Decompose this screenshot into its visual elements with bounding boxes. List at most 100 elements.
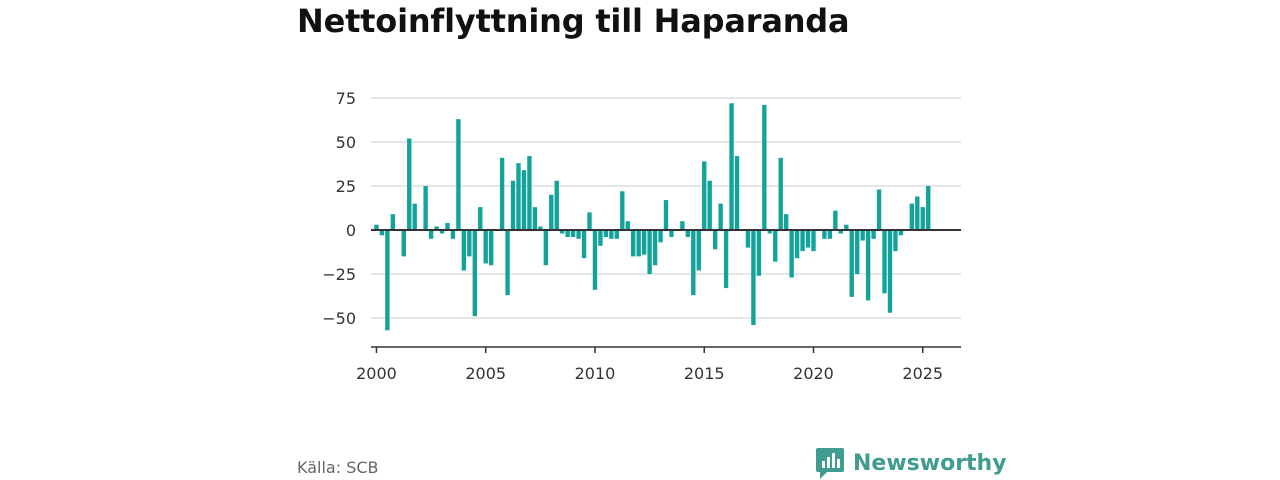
bar: [456, 119, 461, 230]
bar: [412, 203, 417, 230]
bar: [609, 230, 614, 239]
bar: [920, 207, 925, 230]
bar: [461, 230, 467, 271]
bar: [428, 230, 434, 239]
bar: [516, 163, 521, 230]
bar: [718, 203, 723, 230]
x-tick-label: 2010: [575, 364, 616, 383]
bar: [614, 230, 620, 239]
tick-labels: −50 −25 0 25 50 75 2000 2005 2010 2015 2020 2025: [322, 89, 943, 383]
bar: [734, 156, 740, 230]
bar: [805, 230, 811, 248]
x-tick-label: 2025: [902, 364, 943, 383]
bar: [909, 203, 915, 230]
bar: [784, 214, 789, 230]
bar: [794, 230, 800, 259]
bar: [898, 230, 904, 236]
brand-name: Newsworthy: [853, 450, 1007, 476]
bar: [374, 224, 379, 230]
bar: [445, 222, 450, 230]
bar: [510, 180, 516, 230]
bar: [527, 156, 532, 230]
bar: [707, 180, 712, 230]
bar: [778, 157, 783, 230]
bar: [636, 230, 641, 257]
bar: [663, 200, 669, 230]
bar: [712, 230, 718, 250]
bar: [865, 230, 871, 301]
y-tick-label: −25: [322, 265, 356, 284]
bar: [554, 180, 559, 230]
bar: [598, 230, 603, 246]
chart-title: Nettoinflyttning till Haparanda: [297, 2, 850, 40]
bar: [652, 230, 658, 266]
bar: [570, 230, 576, 238]
bar: [669, 230, 674, 238]
x-tick-label: 2015: [684, 364, 725, 383]
bar: [423, 186, 428, 230]
y-tick-label: 75: [336, 89, 356, 108]
bar: [549, 194, 554, 230]
bar: [538, 226, 543, 230]
bar: [560, 230, 565, 234]
bar: [385, 230, 390, 331]
bar: [505, 230, 510, 296]
bar: [658, 230, 663, 243]
bar: [723, 230, 729, 289]
bar: [625, 221, 630, 230]
bar: [876, 189, 882, 230]
bar: [827, 230, 833, 239]
bar: [833, 210, 838, 230]
newsworthy-logo-icon: [816, 448, 844, 479]
bar: [647, 230, 652, 274]
bar: [855, 230, 860, 274]
bar: [576, 230, 581, 239]
bar: [483, 230, 488, 264]
bar: [696, 230, 701, 271]
bar: [893, 230, 898, 252]
bar: [800, 230, 805, 252]
y-tick-label: 50: [336, 133, 356, 152]
bar: [581, 230, 587, 259]
bar: [587, 212, 592, 230]
bar: [603, 230, 609, 238]
bar: [478, 207, 483, 230]
bar: [390, 214, 396, 230]
bar: [773, 230, 778, 262]
bar: [685, 230, 691, 238]
bar: [838, 230, 843, 234]
bar: [521, 170, 527, 230]
bar: [434, 226, 439, 230]
bar: [592, 230, 598, 290]
bar: [532, 207, 538, 230]
bar: [756, 230, 762, 276]
bar: [439, 230, 445, 234]
bar: [489, 230, 494, 266]
bar: [887, 230, 893, 313]
x-tick-label: 2005: [465, 364, 506, 383]
bar: [767, 230, 772, 234]
y-tick-label: 25: [336, 177, 356, 196]
gridlines: [371, 97, 961, 319]
bar: [401, 230, 406, 257]
axes: [371, 229, 961, 353]
bar: [620, 191, 625, 230]
y-tick-label: −50: [322, 309, 356, 328]
bar: [702, 161, 707, 230]
bar: [565, 230, 570, 238]
bar: [860, 230, 865, 241]
bar: [849, 230, 854, 297]
bars: [374, 103, 931, 331]
bar: [407, 138, 412, 230]
bar: [499, 157, 505, 230]
bar: [631, 230, 636, 257]
bar: [871, 230, 876, 239]
bar: [751, 230, 756, 326]
bar: [729, 103, 734, 230]
brand-logo: Newsworthy: [815, 446, 1007, 480]
x-tick-label: 2000: [356, 364, 397, 383]
bar: [641, 230, 647, 255]
bar: [882, 230, 887, 294]
source-note: Källa: SCB: [297, 458, 379, 477]
